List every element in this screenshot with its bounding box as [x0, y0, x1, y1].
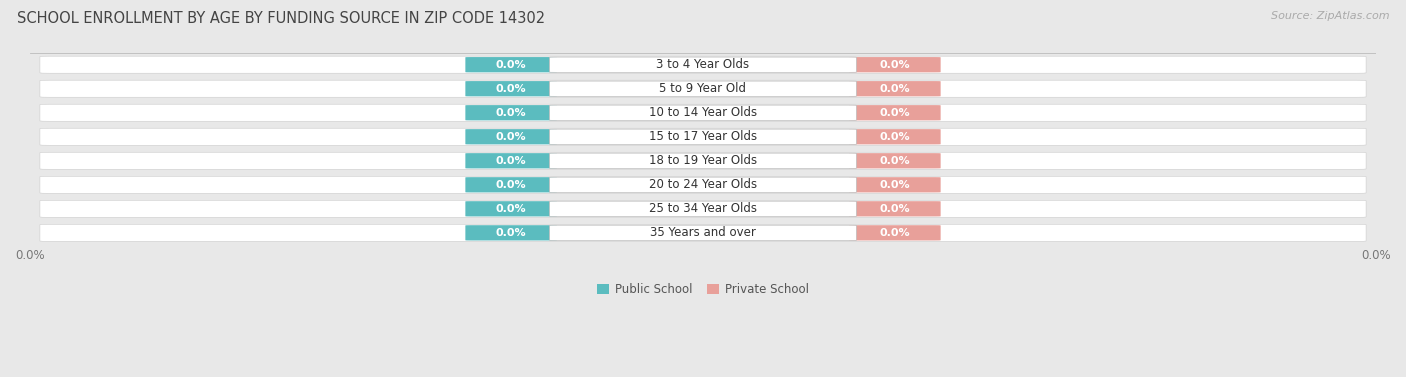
Text: 15 to 17 Year Olds: 15 to 17 Year Olds: [650, 130, 756, 143]
Text: 0.0%: 0.0%: [880, 204, 910, 214]
FancyBboxPatch shape: [849, 105, 941, 120]
Text: Source: ZipAtlas.com: Source: ZipAtlas.com: [1271, 11, 1389, 21]
FancyBboxPatch shape: [550, 201, 856, 216]
FancyBboxPatch shape: [39, 152, 1367, 169]
Text: 0.0%: 0.0%: [496, 204, 526, 214]
Text: 25 to 34 Year Olds: 25 to 34 Year Olds: [650, 202, 756, 215]
FancyBboxPatch shape: [550, 129, 856, 144]
FancyBboxPatch shape: [39, 176, 1367, 193]
FancyBboxPatch shape: [39, 104, 1367, 121]
FancyBboxPatch shape: [849, 177, 941, 192]
FancyBboxPatch shape: [550, 57, 856, 72]
Text: 0.0%: 0.0%: [496, 132, 526, 142]
FancyBboxPatch shape: [465, 129, 557, 144]
FancyBboxPatch shape: [465, 57, 557, 72]
FancyBboxPatch shape: [849, 153, 941, 169]
FancyBboxPatch shape: [550, 81, 856, 97]
FancyBboxPatch shape: [550, 177, 856, 192]
FancyBboxPatch shape: [849, 81, 941, 97]
FancyBboxPatch shape: [39, 224, 1367, 241]
FancyBboxPatch shape: [849, 225, 941, 241]
Text: 0.0%: 0.0%: [880, 132, 910, 142]
Text: 0.0%: 0.0%: [880, 84, 910, 94]
FancyBboxPatch shape: [550, 105, 856, 120]
Text: 0.0%: 0.0%: [496, 84, 526, 94]
Text: 0.0%: 0.0%: [496, 60, 526, 70]
Text: 10 to 14 Year Olds: 10 to 14 Year Olds: [650, 106, 756, 119]
Text: 0.0%: 0.0%: [496, 156, 526, 166]
Text: 5 to 9 Year Old: 5 to 9 Year Old: [659, 82, 747, 95]
FancyBboxPatch shape: [465, 177, 557, 192]
FancyBboxPatch shape: [550, 225, 856, 241]
Text: 3 to 4 Year Olds: 3 to 4 Year Olds: [657, 58, 749, 71]
FancyBboxPatch shape: [465, 153, 557, 169]
Text: 0.0%: 0.0%: [880, 108, 910, 118]
FancyBboxPatch shape: [849, 57, 941, 72]
Text: 0.0%: 0.0%: [880, 60, 910, 70]
Text: SCHOOL ENROLLMENT BY AGE BY FUNDING SOURCE IN ZIP CODE 14302: SCHOOL ENROLLMENT BY AGE BY FUNDING SOUR…: [17, 11, 546, 26]
FancyBboxPatch shape: [39, 200, 1367, 218]
FancyBboxPatch shape: [849, 201, 941, 216]
Text: 18 to 19 Year Olds: 18 to 19 Year Olds: [650, 154, 756, 167]
Text: 0.0%: 0.0%: [496, 108, 526, 118]
FancyBboxPatch shape: [465, 81, 557, 97]
Text: 20 to 24 Year Olds: 20 to 24 Year Olds: [650, 178, 756, 191]
FancyBboxPatch shape: [550, 153, 856, 169]
Legend: Public School, Private School: Public School, Private School: [593, 278, 813, 300]
Text: 0.0%: 0.0%: [496, 228, 526, 238]
Text: 35 Years and over: 35 Years and over: [650, 226, 756, 239]
FancyBboxPatch shape: [465, 225, 557, 241]
FancyBboxPatch shape: [849, 129, 941, 144]
FancyBboxPatch shape: [39, 80, 1367, 97]
Text: 0.0%: 0.0%: [880, 180, 910, 190]
FancyBboxPatch shape: [39, 128, 1367, 145]
FancyBboxPatch shape: [39, 56, 1367, 73]
Text: 0.0%: 0.0%: [880, 228, 910, 238]
FancyBboxPatch shape: [465, 201, 557, 216]
Text: 0.0%: 0.0%: [496, 180, 526, 190]
FancyBboxPatch shape: [465, 105, 557, 120]
Text: 0.0%: 0.0%: [880, 156, 910, 166]
